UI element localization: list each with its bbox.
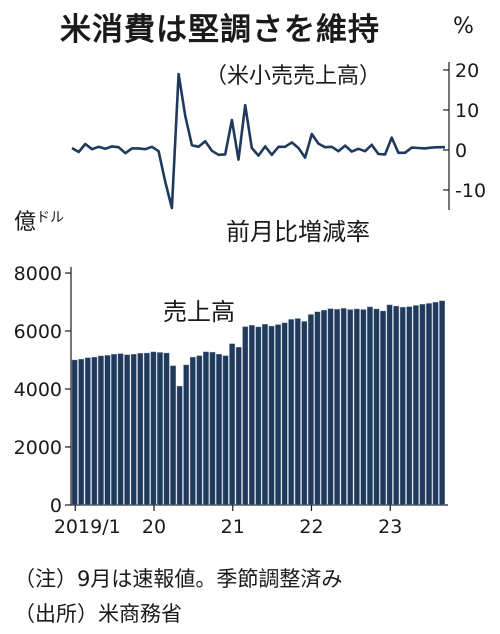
sales-bar <box>130 354 137 506</box>
chart-title: 米消費は堅調さを維持 <box>60 12 380 48</box>
sales-bar <box>104 355 111 506</box>
bar-y-tick-label: 6000 <box>14 321 62 343</box>
line-y-tick-label: 0 <box>455 140 467 162</box>
bar-y-tick-label: 4000 <box>14 379 62 401</box>
sales-bar <box>170 365 176 506</box>
bar-x-tick-label: 2019/1 <box>54 516 121 538</box>
sales-bar <box>137 353 144 506</box>
sales-bar <box>222 355 229 506</box>
line-chart-subtitle: （米小売売上高） <box>205 64 382 89</box>
growth-line-series <box>71 72 445 210</box>
bar-x-tick-label: 21 <box>221 516 245 538</box>
sales-bar <box>321 309 327 506</box>
sales-bar <box>340 308 347 506</box>
sales-bar <box>229 343 236 506</box>
sales-series-label: 売上高 <box>160 292 238 327</box>
sales-bar <box>334 309 341 506</box>
footnote: （注）9月は速報値。季節調整済み <box>14 567 343 591</box>
sales-bar <box>176 385 183 506</box>
sales-bar <box>281 322 288 506</box>
sales-bar <box>157 352 163 506</box>
bar-x-tick-label: 22 <box>299 516 323 538</box>
sales-bar <box>308 314 314 506</box>
bar-x-tick-label: 23 <box>378 516 402 538</box>
sales-bar <box>71 359 78 506</box>
sales-bar <box>150 351 157 506</box>
bar-x-tick-label: 20 <box>142 516 166 538</box>
sales-bar <box>380 310 386 506</box>
sales-bar <box>183 364 190 506</box>
sales-bar <box>189 356 196 506</box>
sales-bar <box>262 324 268 506</box>
sales-bar <box>235 347 242 506</box>
line-y-tick-label: -10 <box>455 180 486 202</box>
sales-bar <box>360 309 367 506</box>
sales-bar <box>111 354 117 506</box>
sales-bar <box>327 308 334 506</box>
sales-bar <box>78 358 85 506</box>
bar-y-tick-label: 0 <box>50 495 62 517</box>
sales-bar <box>216 354 222 506</box>
growth-axis-label: 前月比増減率 <box>226 218 370 246</box>
sales-bar <box>124 354 131 506</box>
sales-bar <box>275 324 281 506</box>
sales-bar <box>98 355 104 506</box>
sales-bar <box>386 304 393 506</box>
sales-bar <box>163 352 170 506</box>
percent-unit-label: % <box>453 14 474 39</box>
sales-bar <box>393 305 400 506</box>
sales-bar <box>268 325 275 506</box>
sales-bar <box>91 356 98 506</box>
sales-bar <box>353 308 360 506</box>
sales-bar <box>406 306 413 506</box>
sales-bar <box>419 304 426 506</box>
sales-bar <box>196 355 203 506</box>
bar-y-tick-label: 8000 <box>14 263 62 285</box>
sales-bar <box>143 352 150 506</box>
sales-bar <box>367 306 373 506</box>
line-y-tick-label: 20 <box>455 60 479 82</box>
sales-bar <box>426 303 432 506</box>
line-y-tick-label: 10 <box>455 100 479 122</box>
sales-bar <box>288 319 295 506</box>
sales-bar <box>301 321 308 506</box>
sales-bar <box>439 300 446 506</box>
source-note: （出所）米商務省 <box>14 602 182 626</box>
sales-bar <box>432 302 439 506</box>
sales-bar <box>314 311 321 506</box>
sales-bar <box>399 307 406 506</box>
sales-bar <box>347 309 354 506</box>
sales-bar <box>242 326 249 506</box>
sales-bar <box>84 357 91 506</box>
sales-bar <box>255 326 262 506</box>
sales-bar <box>373 308 380 506</box>
sales-bar <box>209 351 216 506</box>
bar-y-tick-label: 2000 <box>14 437 62 459</box>
sales-bar <box>203 351 209 506</box>
bar-unit-label: 億ドル <box>14 210 65 235</box>
sales-bar <box>248 325 255 506</box>
sales-bar <box>412 305 419 506</box>
sales-bar <box>117 353 124 506</box>
sales-bar <box>294 318 301 506</box>
